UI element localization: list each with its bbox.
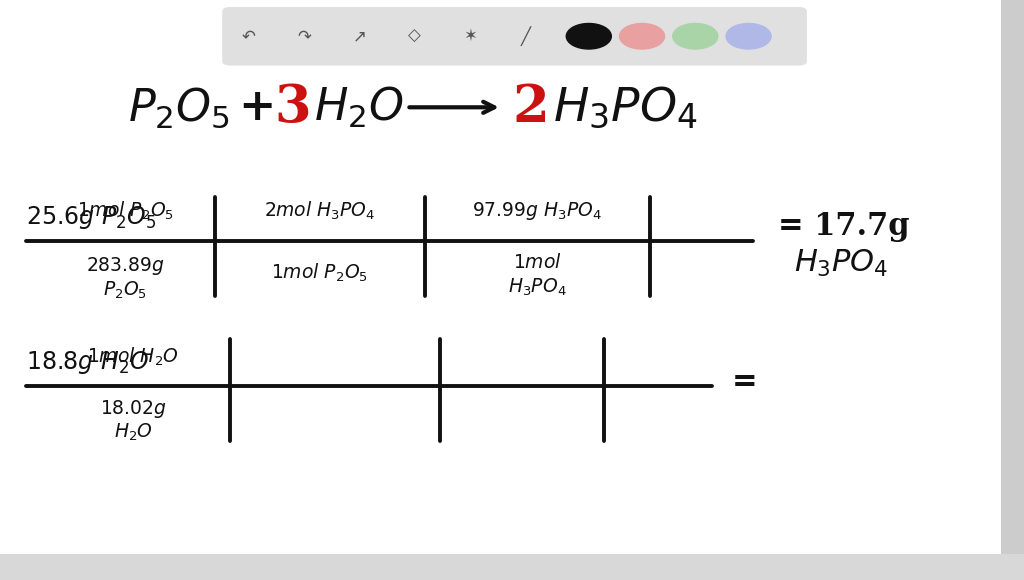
Text: = 17.7g: = 17.7g [778, 211, 910, 242]
FancyBboxPatch shape [222, 7, 807, 66]
Text: +: + [239, 86, 275, 129]
Text: $\mathit{H_3PO_4}$: $\mathit{H_3PO_4}$ [508, 277, 567, 298]
Circle shape [620, 23, 665, 49]
Bar [1001, 0, 1024, 554]
Text: $\mathit{1mol\ P_2O_5}$: $\mathit{1mol\ P_2O_5}$ [77, 200, 174, 222]
Text: ╱: ╱ [520, 26, 530, 46]
Text: $\mathit{1mol\ P_2O_5}$: $\mathit{1mol\ P_2O_5}$ [271, 262, 369, 284]
Text: $\mathit{H_3PO_4}$: $\mathit{H_3PO_4}$ [794, 248, 888, 280]
Text: $\mathit{283.89g}$: $\mathit{283.89g}$ [86, 255, 165, 277]
Text: $\mathit{H_2O}$: $\mathit{H_2O}$ [314, 85, 404, 130]
Text: $\mathit{H_3PO_4}$: $\mathit{H_3PO_4}$ [553, 84, 697, 130]
Bar [0, 554, 1024, 580]
Circle shape [726, 23, 771, 49]
Circle shape [566, 23, 611, 49]
Text: 3: 3 [274, 82, 311, 133]
Text: $\mathit{2mol\ H_3PO_4}$: $\mathit{2mol\ H_3PO_4}$ [264, 200, 376, 222]
Text: $\mathit{18.02g}$: $\mathit{18.02g}$ [99, 398, 167, 420]
Text: A: A [574, 27, 587, 45]
Text: ▣: ▣ [628, 27, 644, 45]
Text: 2: 2 [512, 82, 549, 133]
Text: $\mathit{97.99g\ H_3PO_4}$: $\mathit{97.99g\ H_3PO_4}$ [472, 200, 603, 222]
Text: ◇: ◇ [409, 27, 421, 45]
Text: $\mathit{H_2O}$: $\mathit{H_2O}$ [114, 422, 153, 443]
Text: $\mathit{1mol\ H_2O}$: $\mathit{1mol\ H_2O}$ [87, 346, 179, 368]
Text: $\mathit{P_2O_5}$: $\mathit{P_2O_5}$ [128, 85, 230, 129]
Text: =: = [732, 367, 758, 398]
Text: $\mathit{25.6g\ P_2O_5}$: $\mathit{25.6g\ P_2O_5}$ [26, 204, 156, 231]
Text: ↗: ↗ [352, 27, 367, 45]
Text: $\mathit{P_2O_5}$: $\mathit{P_2O_5}$ [103, 280, 147, 300]
Text: ↷: ↷ [297, 27, 311, 45]
Text: ↶: ↶ [242, 27, 256, 45]
Text: $\mathit{18.8g\ H_2O}$: $\mathit{18.8g\ H_2O}$ [26, 349, 148, 376]
Text: ✶: ✶ [463, 27, 477, 45]
Circle shape [673, 23, 718, 49]
Text: $\mathit{1mol}$: $\mathit{1mol}$ [513, 253, 562, 272]
